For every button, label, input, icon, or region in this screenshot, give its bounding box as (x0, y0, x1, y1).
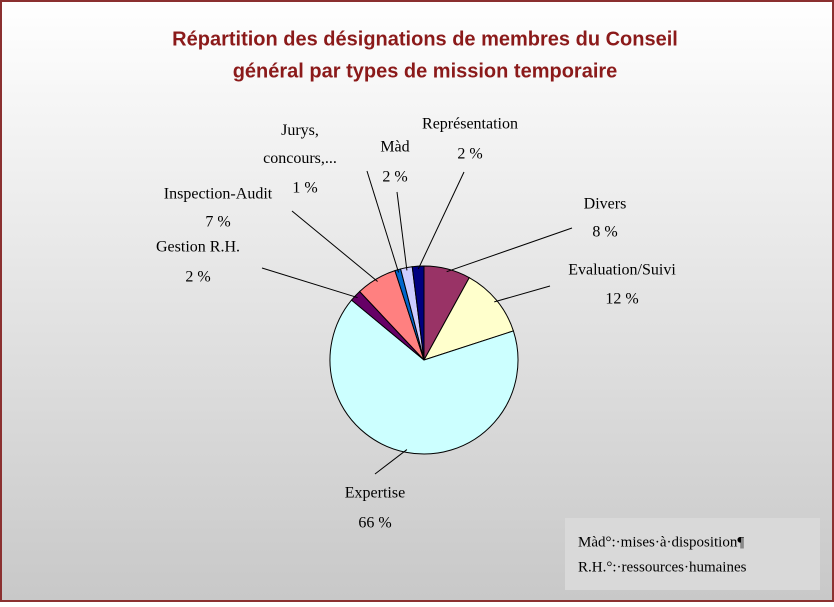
slice-label: Jurys, concours,... (263, 122, 337, 167)
slice-label: Expertise (345, 485, 405, 502)
leader-line (494, 285, 551, 303)
slice-label: Représentation (422, 116, 518, 133)
slice-value-label: 2 % (457, 146, 482, 163)
leader-line (396, 191, 408, 271)
note-box (565, 518, 820, 590)
leader-line (366, 170, 400, 273)
slice-label: Gestion R.H. (156, 239, 240, 256)
leader-line (446, 227, 573, 273)
note: Màd°:·mises·à·disposition¶ (578, 534, 744, 550)
slice-label: Inspection-Audit (164, 186, 273, 203)
leader-line (291, 210, 378, 282)
slice-value-label: 2 % (185, 269, 210, 286)
slice-value-label: 2 % (382, 169, 407, 186)
slice-value-label: 8 % (592, 224, 617, 241)
slice-value-label: 12 % (605, 291, 638, 308)
leader-line (417, 171, 465, 270)
leader-line (374, 449, 408, 475)
slice-label: Evaluation/Suivi (568, 262, 676, 279)
slice-label: Divers (584, 196, 627, 213)
chart-title: Répartition des désignations de membres … (172, 28, 678, 50)
leader-line (261, 267, 358, 299)
slice-value-label: 66 % (358, 515, 391, 532)
note: R.H.°:·ressources·humaines (578, 559, 747, 575)
chart-title: général par types de mission temporaire (233, 60, 618, 82)
slice-value-label: 1 % (292, 180, 317, 197)
slice-value-label: 7 % (205, 214, 230, 231)
pie-slice (422, 276, 515, 361)
pie-slice (329, 299, 519, 455)
pie-slice (411, 265, 425, 361)
slice-label: Màd (380, 139, 409, 156)
